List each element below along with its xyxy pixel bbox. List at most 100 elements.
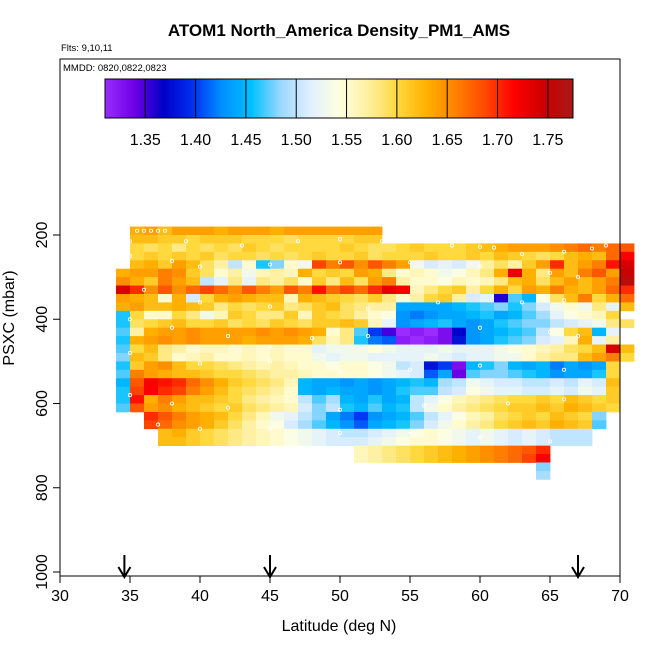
heatmap-cell — [228, 395, 243, 404]
heatmap-cell — [508, 319, 523, 329]
heatmap-cell — [340, 327, 355, 337]
heatmap-cell — [536, 454, 551, 463]
heatmap-cell — [536, 437, 551, 447]
heatmap-cell — [480, 361, 495, 371]
arrow-head — [571, 566, 585, 579]
heatmap-cell — [578, 411, 593, 421]
heatmap-cell — [410, 437, 425, 447]
heatmap-cell — [466, 327, 481, 337]
heatmap-cell — [228, 437, 243, 447]
heatmap-cell — [214, 428, 229, 438]
heatmap-cell — [228, 302, 243, 312]
heatmap-cell — [158, 235, 173, 244]
heatmap-cell — [130, 235, 145, 244]
heatmap-cell — [144, 386, 159, 396]
heatmap-cell — [200, 428, 215, 438]
heatmap-cell — [186, 344, 201, 354]
heatmap-cell — [396, 293, 411, 303]
heatmap-cell — [354, 344, 369, 354]
heatmap-cell — [284, 226, 299, 236]
heatmap-cell — [158, 369, 173, 379]
heatmap-cell — [256, 411, 271, 421]
heatmap-cell — [410, 361, 425, 371]
heatmap-cell — [130, 403, 145, 413]
heatmap-cell — [536, 352, 551, 362]
heatmap-cell — [298, 260, 313, 270]
heatmap-cell — [354, 319, 369, 329]
heatmap-cell — [214, 235, 229, 244]
heatmap-cell — [214, 277, 229, 286]
heatmap-cell — [270, 285, 285, 295]
heatmap-cell — [172, 378, 187, 388]
track-point — [267, 304, 273, 309]
heatmap-cell — [606, 285, 621, 295]
heatmap-cell — [480, 369, 495, 379]
heatmap-cell — [158, 310, 173, 320]
heatmap-cell — [368, 386, 383, 396]
heatmap-cell — [298, 310, 313, 320]
heatmap-cell — [438, 369, 453, 379]
heatmap-cell — [312, 226, 327, 236]
heatmap-cell — [340, 243, 355, 253]
heatmap-cell — [200, 403, 215, 413]
track-point — [141, 481, 147, 486]
heatmap-cell — [158, 386, 173, 396]
heatmap-cell — [298, 268, 313, 278]
heatmap-cell — [522, 310, 537, 320]
track-point — [127, 411, 133, 417]
heatmap-cell — [494, 285, 509, 295]
x-tick-label: 70 — [611, 588, 629, 605]
heatmap-cell — [606, 293, 621, 303]
colorbar-gradient — [104, 78, 574, 119]
heatmap-cell — [326, 395, 341, 404]
heatmap-cell — [354, 395, 369, 404]
heatmap-cell — [368, 319, 383, 329]
heatmap-cell — [424, 277, 439, 286]
track-point — [197, 426, 203, 431]
heatmap-cell — [508, 310, 523, 320]
heatmap-cell — [200, 226, 215, 236]
heatmap-cell — [382, 403, 397, 413]
heatmap-cell — [298, 386, 313, 396]
heatmap-cell — [564, 336, 579, 345]
colorbar-tick-label: 1.70 — [482, 132, 513, 149]
heatmap-cell — [312, 352, 327, 362]
heatmap-cell — [200, 251, 215, 261]
heatmap-cell — [536, 411, 551, 421]
heatmap-cell — [242, 260, 257, 270]
heatmap-cell — [522, 411, 537, 421]
heatmap-cell — [480, 445, 495, 455]
heatmap-cell — [592, 361, 607, 371]
heatmap-cell — [592, 243, 607, 253]
heatmap-cell — [172, 361, 187, 371]
heatmap-cell — [368, 277, 383, 286]
heatmap-cell — [130, 268, 145, 278]
heatmap-cell — [326, 369, 341, 379]
colorbar-tick-label: 1.60 — [381, 132, 412, 149]
heatmap-cell — [508, 243, 523, 253]
heatmap-cell — [354, 403, 369, 413]
heatmap-cell — [242, 386, 257, 396]
track-point — [267, 359, 273, 364]
heatmap-cell — [242, 369, 257, 379]
heatmap-cell — [382, 344, 397, 354]
heatmap-cell — [620, 319, 635, 329]
heatmap-cell — [578, 395, 593, 404]
heatmap-cell — [424, 378, 439, 388]
heatmap-cell — [116, 336, 131, 345]
heatmap-cell — [620, 344, 635, 354]
heatmap-cell — [494, 403, 509, 413]
heatmap-cell — [130, 395, 145, 404]
heatmap-cell — [438, 411, 453, 421]
heatmap-cell — [284, 344, 299, 354]
heatmap-cell — [564, 369, 579, 379]
y-tick-label: 200 — [34, 222, 51, 249]
heatmap-cell — [564, 428, 579, 438]
heatmap-cell — [564, 302, 579, 312]
heatmap-cell — [424, 319, 439, 329]
heatmap-cell — [466, 445, 481, 455]
heatmap-cell — [270, 378, 285, 388]
track-point — [575, 334, 581, 339]
heatmap-cell — [438, 327, 453, 337]
heatmap-cell — [592, 319, 607, 329]
